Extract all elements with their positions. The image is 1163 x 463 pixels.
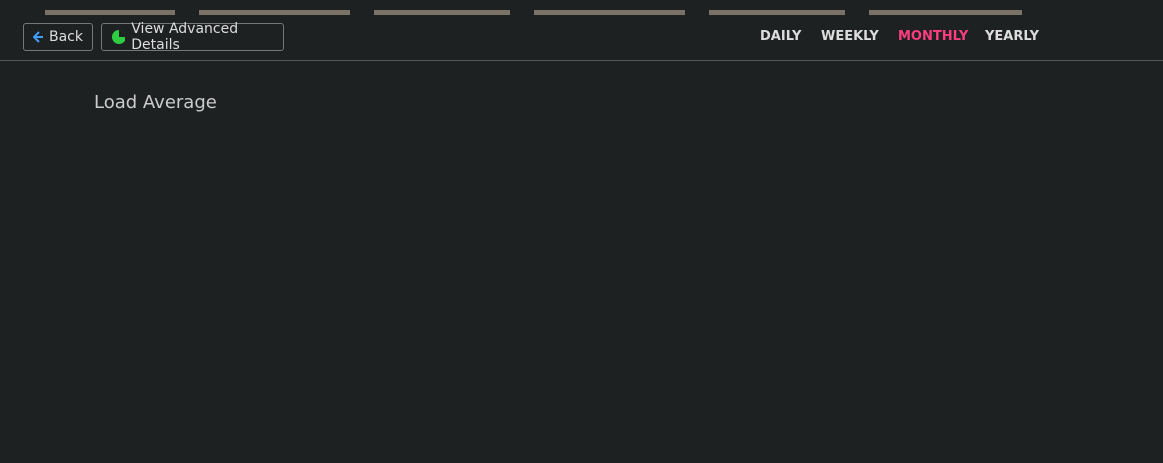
chart-title: Load Average — [94, 92, 217, 113]
toolbar: 50100150200250300350400450500May 11May 1… — [0, 0, 1163, 61]
back-label: Back — [49, 29, 83, 45]
tab[interactable]: DAILY — [760, 29, 802, 44]
pie-icon — [112, 30, 126, 44]
strip — [534, 10, 685, 15]
strip — [709, 10, 845, 15]
details-button[interactable]: View Advanced Details — [101, 21, 284, 53]
tab[interactable]: YEARLY — [985, 29, 1040, 44]
arrow-icon: 50100150200250300350400450500May 11May 1… — [33, 31, 43, 43]
strip — [45, 10, 175, 15]
strip — [199, 10, 350, 15]
tab[interactable]: WEEKLY — [821, 29, 879, 44]
tab[interactable]: MONTHLY — [898, 29, 969, 44]
strip — [869, 10, 1022, 15]
back-button[interactable]: 50100150200250300350400450500May 11May 1… — [23, 23, 93, 51]
details-label: View Advanced Details — [131, 21, 239, 53]
strip — [374, 10, 510, 15]
